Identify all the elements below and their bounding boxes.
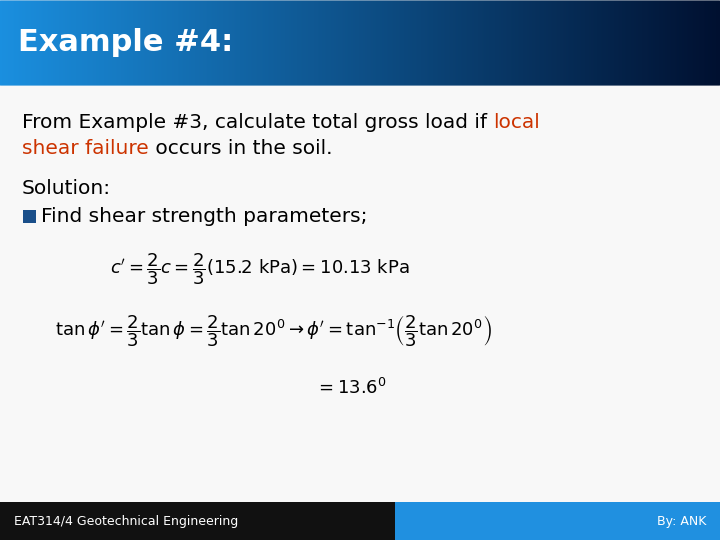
Text: Find shear strength parameters;: Find shear strength parameters; [41, 207, 367, 226]
Text: $= 13.6^{0}$: $= 13.6^{0}$ [315, 378, 387, 398]
Bar [23, 210, 36, 223]
Bar [0, 85, 720, 502]
Text: shear failure: shear failure [22, 139, 149, 158]
Text: From Example #3, calculate total gross load if: From Example #3, calculate total gross l… [22, 113, 493, 132]
Text: occurs in the soil.: occurs in the soil. [149, 139, 332, 158]
Text: local: local [493, 113, 540, 132]
Bar [395, 502, 720, 540]
Text: Solution:: Solution: [22, 179, 111, 198]
Text: By: ANK: By: ANK [657, 515, 706, 528]
Text: EAT314/4 Geotechnical Engineering: EAT314/4 Geotechnical Engineering [14, 515, 238, 528]
Text: $\tan\phi' = \dfrac{2}{3}\tan\phi = \dfrac{2}{3}\tan 20^{0}\rightarrow \phi' = \: $\tan\phi' = \dfrac{2}{3}\tan\phi = \dfr… [55, 313, 492, 349]
Bar [0, 502, 395, 540]
Text: Example #4:: Example #4: [18, 28, 233, 57]
Text: $c' = \dfrac{2}{3}c = \dfrac{2}{3}(15.2\ \mathrm{kPa}) = 10.13\ \mathrm{kPa}$: $c' = \dfrac{2}{3}c = \dfrac{2}{3}(15.2\… [110, 251, 410, 287]
